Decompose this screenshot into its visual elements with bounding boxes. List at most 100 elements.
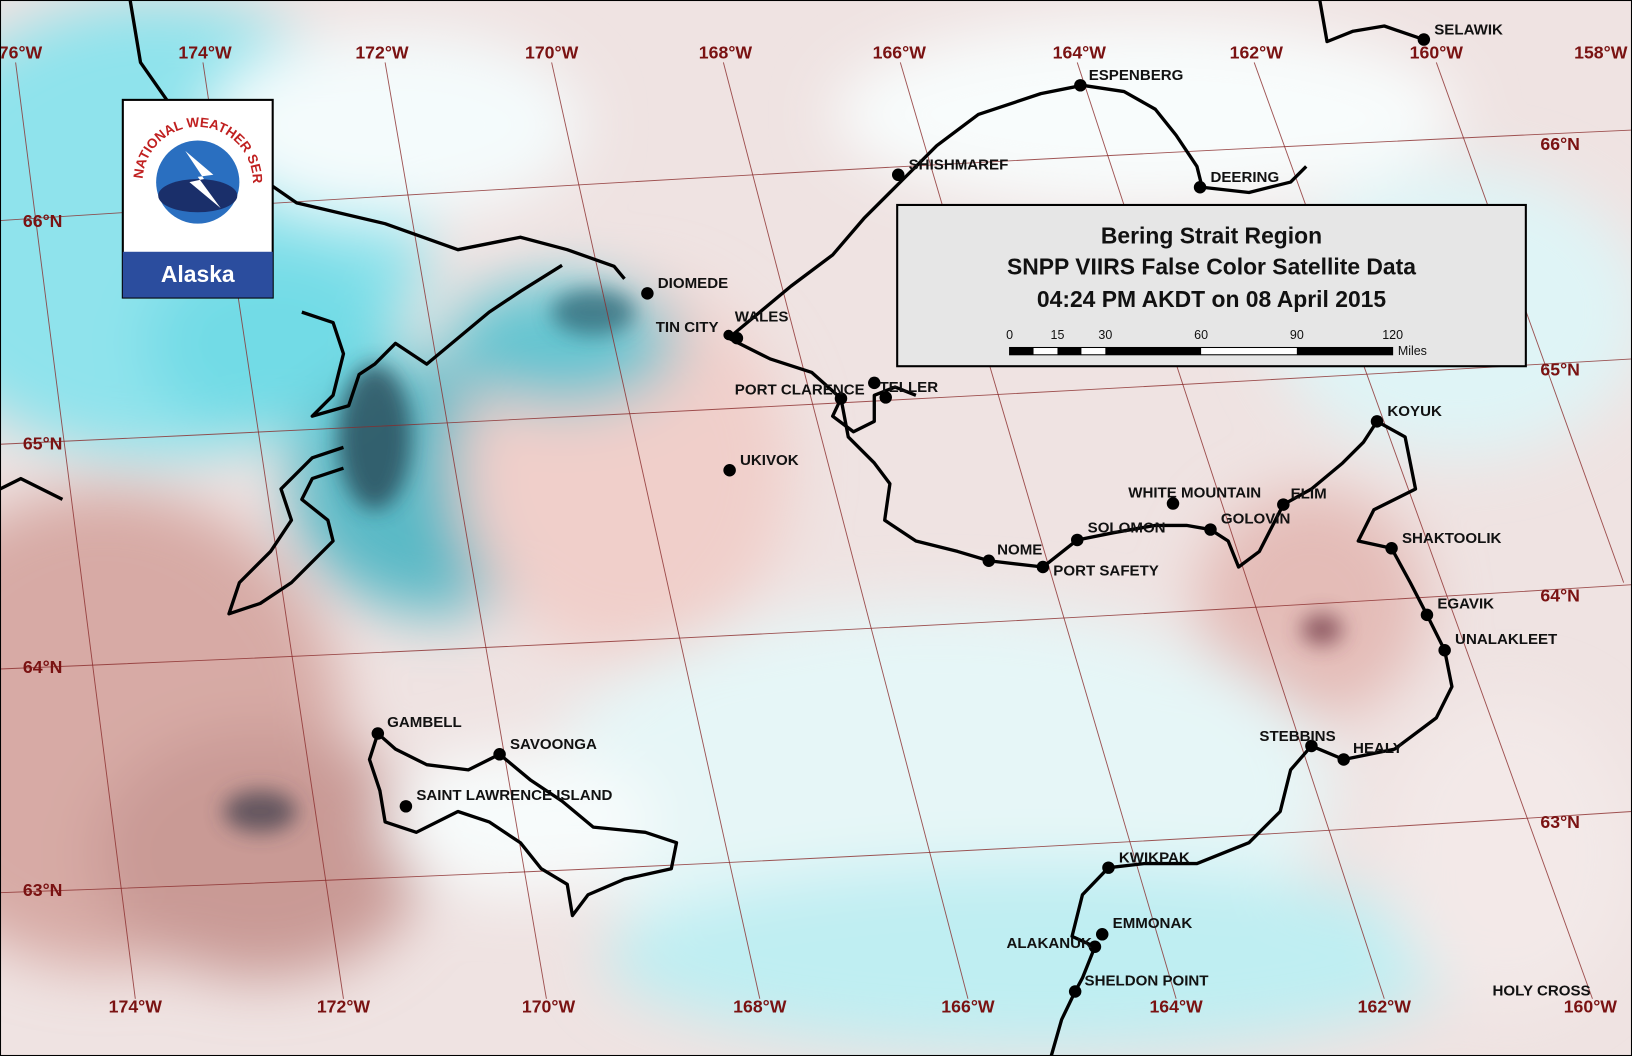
places: SELAWIK ESPENBERG SHISHMAREF DEERING DIO…	[371, 21, 1591, 1000]
title-box: Bering Strait Region SNPP VIIRS False Co…	[896, 203, 1527, 368]
place-label: SHISHMAREF	[909, 157, 1009, 174]
place-label: NOME	[997, 542, 1042, 559]
place-label: EGAVIK	[1437, 596, 1494, 613]
lon-label: 168°W	[699, 42, 753, 62]
town-marker	[1193, 181, 1207, 194]
scale-unit: Miles	[1398, 344, 1427, 358]
town-marker	[723, 464, 736, 477]
town-marker	[1420, 608, 1434, 622]
place-label: PORT SAFETY	[1053, 562, 1159, 579]
place-label: TELLER	[879, 379, 938, 396]
town-marker	[1088, 940, 1102, 954]
place-label: ELIM	[1291, 485, 1327, 502]
lat-label: 66°N	[1540, 134, 1580, 154]
town-marker	[723, 329, 734, 341]
lon-label: 176°W	[0, 42, 43, 62]
place-label: ESPENBERG	[1089, 67, 1184, 84]
graticule	[0, 62, 1632, 999]
town-marker	[1417, 33, 1431, 46]
place-label: PORT CLARENCE	[735, 381, 865, 398]
town-marker	[982, 554, 996, 568]
lat-label: 65°N	[1540, 360, 1580, 380]
town-marker	[1438, 644, 1451, 657]
town-marker	[1068, 985, 1082, 998]
place-label: SHAKTOOLIK	[1402, 530, 1502, 547]
lon-label: 172°W	[355, 42, 409, 62]
town-marker	[1385, 542, 1398, 555]
title-line: SNPP VIIRS False Color Satellite Data	[1007, 254, 1416, 280]
title-panel	[896, 203, 1527, 368]
place-label: SOLOMON	[1088, 520, 1166, 537]
place-label: UKIVOK	[740, 452, 799, 469]
lat-label: 66°N	[23, 211, 63, 231]
lon-label: 158°W	[1574, 42, 1628, 62]
town-marker	[641, 287, 654, 300]
town-marker	[371, 727, 385, 740]
place-label: KOYUK	[1387, 403, 1442, 420]
graticule-labels: 176°W 174°W 172°W 170°W 168°W 166°W 164°…	[0, 42, 1628, 1016]
place-label: HOLY CROSS	[1493, 983, 1591, 1000]
scale-label: 0	[1006, 328, 1013, 342]
place-label: WALES	[735, 308, 789, 325]
town-marker	[891, 168, 905, 182]
town-marker	[1166, 497, 1180, 510]
lon-label: 170°W	[522, 996, 576, 1016]
coastlines	[0, 0, 1454, 1056]
scale-label: 30	[1098, 328, 1112, 342]
town-marker	[1074, 79, 1087, 92]
place-label: TIN CITY	[656, 319, 719, 336]
scale-bar: 0 15 30 60 90 120 Miles	[1006, 328, 1427, 358]
lon-label: 164°W	[1053, 42, 1107, 62]
scale-label: 90	[1290, 328, 1304, 342]
town-marker	[868, 376, 881, 390]
place-label: SAINT LAWRENCE ISLAND	[416, 787, 612, 804]
scale-label: 60	[1194, 328, 1208, 342]
town-marker	[1204, 523, 1217, 536]
scale-label: 15	[1051, 328, 1065, 342]
lon-label: 160°W	[1564, 996, 1618, 1016]
town-marker	[1036, 560, 1050, 574]
place-label: SAVOONGA	[510, 736, 597, 753]
town-marker	[399, 800, 413, 813]
town-marker	[1337, 753, 1350, 766]
town-marker	[834, 392, 848, 405]
place-label: STEBBINS	[1259, 728, 1335, 745]
town-marker	[1102, 861, 1115, 874]
town-marker	[493, 748, 506, 761]
lat-label: 63°N	[1540, 812, 1580, 832]
lon-label: 174°W	[109, 996, 163, 1016]
town-marker	[1071, 533, 1084, 547]
lon-label: 174°W	[178, 42, 232, 62]
place-label: KWIKPAK	[1119, 849, 1190, 866]
town-marker	[1277, 498, 1290, 511]
lat-label: 65°N	[23, 433, 63, 453]
scale-label: 120	[1382, 328, 1403, 342]
town-marker	[1095, 928, 1109, 941]
place-label: HEALY	[1353, 740, 1403, 757]
lon-label: 160°W	[1410, 42, 1464, 62]
place-label: DEERING	[1210, 169, 1279, 186]
town-marker	[1370, 415, 1384, 428]
place-label: SELAWIK	[1434, 21, 1503, 38]
lon-label: 162°W	[1230, 42, 1284, 62]
lon-label: 164°W	[1149, 996, 1203, 1016]
town-marker	[1305, 739, 1318, 753]
lon-label: 166°W	[941, 996, 995, 1016]
place-label: SHELDON POINT	[1085, 972, 1210, 989]
title-line: 04:24 PM AKDT on 08 April 2015	[1037, 286, 1387, 312]
lon-label: 162°W	[1358, 996, 1412, 1016]
place-label: WHITE MOUNTAIN	[1128, 484, 1261, 501]
place-label: UNALAKLEET	[1455, 631, 1558, 648]
lat-label: 63°N	[23, 880, 63, 900]
lat-label: 64°N	[23, 657, 63, 677]
place-label: DIOMEDE	[658, 275, 728, 292]
place-label: GAMBELL	[387, 714, 462, 731]
lat-label: 64°N	[1540, 585, 1580, 605]
title-line: Bering Strait Region	[1101, 222, 1322, 248]
lon-label: 168°W	[733, 996, 787, 1016]
logo-label: Alaska	[161, 261, 235, 287]
town-marker	[879, 391, 892, 404]
lon-label: 170°W	[525, 42, 579, 62]
